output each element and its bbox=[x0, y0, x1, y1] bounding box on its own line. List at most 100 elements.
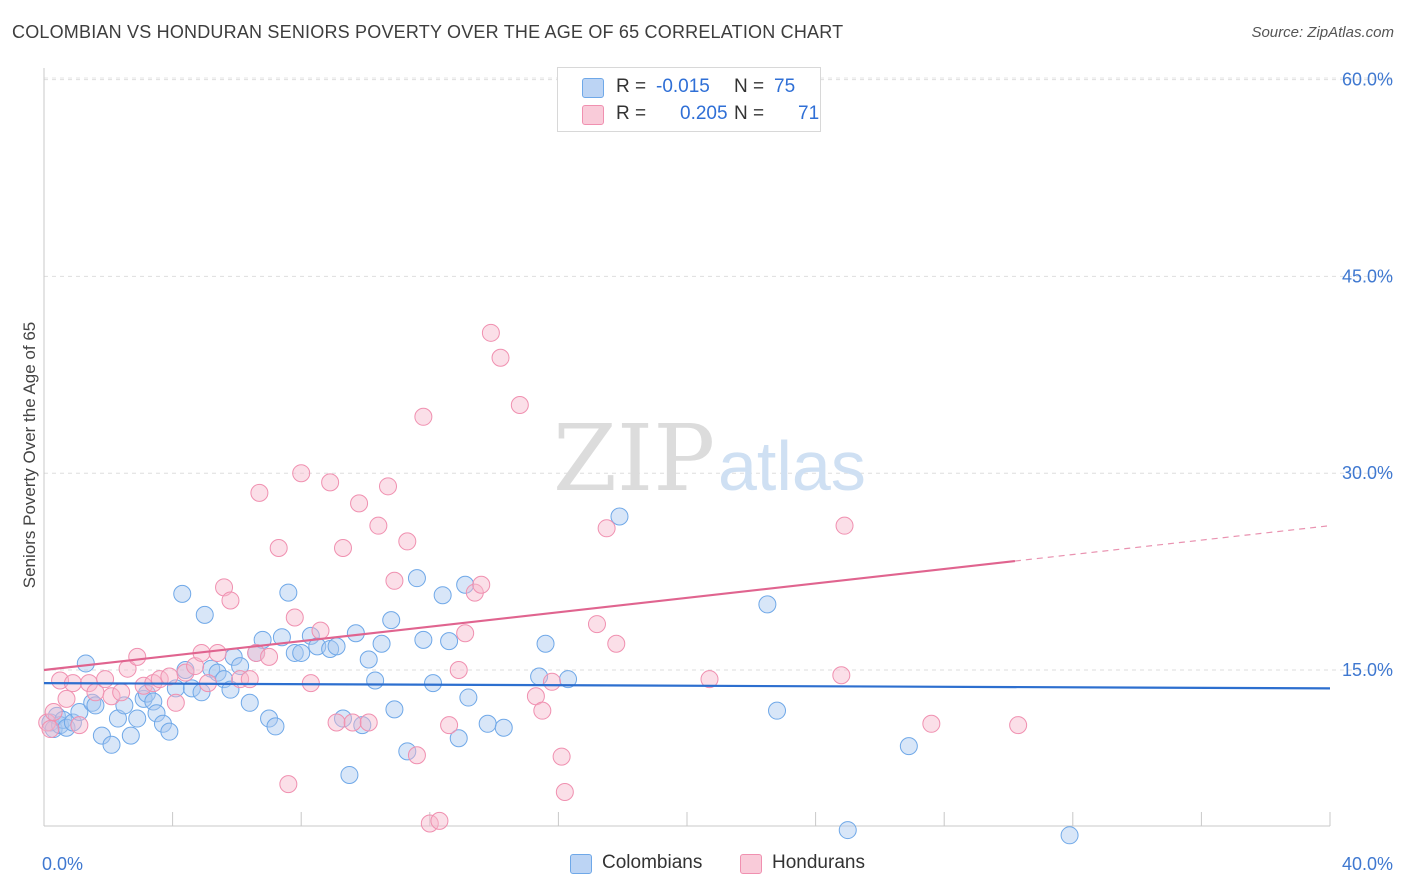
data-point bbox=[83, 693, 102, 712]
data-point bbox=[57, 689, 76, 708]
data-point bbox=[215, 578, 234, 597]
data-point bbox=[279, 583, 298, 602]
legend-label: Colombians bbox=[602, 852, 703, 873]
n-label: N = bbox=[734, 76, 765, 97]
data-point bbox=[768, 701, 787, 720]
data-point bbox=[536, 634, 555, 653]
data-point bbox=[76, 654, 95, 673]
data-point bbox=[231, 657, 250, 676]
data-point bbox=[758, 595, 777, 614]
data-point bbox=[266, 717, 285, 736]
data-point bbox=[108, 709, 127, 728]
data-point bbox=[121, 726, 140, 745]
data-point bbox=[478, 714, 497, 733]
data-point bbox=[327, 713, 346, 732]
data-point bbox=[208, 643, 227, 662]
data-point bbox=[321, 473, 340, 492]
data-point bbox=[832, 666, 851, 685]
r-value: 0.205 bbox=[680, 103, 728, 124]
data-point bbox=[96, 670, 115, 689]
data-point bbox=[340, 765, 359, 784]
data-point bbox=[160, 722, 179, 741]
data-point bbox=[607, 634, 626, 653]
data-point bbox=[835, 516, 854, 535]
data-point bbox=[552, 747, 571, 766]
legend-swatch-hondurans bbox=[582, 105, 604, 125]
data-point bbox=[587, 615, 606, 634]
data-point bbox=[70, 716, 89, 735]
data-point bbox=[70, 702, 89, 721]
y-axis-label: Seniors Poverty Over the Age of 65 bbox=[20, 321, 39, 589]
data-point bbox=[112, 683, 131, 702]
series-legend: Colombians Hondurans bbox=[0, 852, 1406, 878]
data-point bbox=[166, 693, 185, 712]
data-point bbox=[456, 575, 475, 594]
chart-title: COLOMBIAN VS HONDURAN SENIORS POVERTY OV… bbox=[12, 22, 844, 42]
n-value: 71 bbox=[798, 103, 820, 124]
data-point bbox=[102, 735, 121, 754]
data-point bbox=[41, 720, 60, 739]
watermark-atlas: atlas bbox=[718, 427, 866, 505]
data-point bbox=[491, 348, 510, 367]
data-point bbox=[510, 395, 529, 414]
data-point bbox=[398, 742, 417, 761]
data-point bbox=[533, 701, 552, 720]
data-point bbox=[555, 783, 574, 802]
data-point bbox=[481, 323, 500, 342]
data-point bbox=[430, 811, 449, 830]
data-point bbox=[542, 672, 561, 691]
data-point bbox=[195, 605, 214, 624]
data-point bbox=[260, 647, 279, 666]
r-label: R = bbox=[616, 76, 647, 97]
data-point bbox=[597, 519, 616, 538]
source-label: Source: ZipAtlas.com bbox=[1251, 24, 1394, 41]
data-point bbox=[333, 538, 352, 557]
data-point bbox=[459, 688, 478, 707]
data-point bbox=[102, 687, 121, 706]
watermark: ZIP atlas bbox=[553, 405, 866, 512]
data-point bbox=[343, 713, 362, 732]
trend-line-extension bbox=[1014, 525, 1331, 562]
data-point bbox=[385, 700, 404, 719]
legend-label: Hondurans bbox=[772, 852, 865, 873]
data-point bbox=[922, 714, 941, 733]
data-point bbox=[449, 729, 468, 748]
data-point bbox=[221, 591, 240, 610]
data-point bbox=[269, 538, 288, 557]
data-point bbox=[559, 670, 578, 689]
data-point bbox=[128, 647, 147, 666]
data-point bbox=[250, 483, 269, 502]
r-value: -0.015 bbox=[656, 76, 710, 97]
watermark-zip: ZIP bbox=[553, 405, 715, 512]
data-point bbox=[472, 575, 491, 594]
data-point bbox=[350, 494, 369, 513]
legend-swatch-hondurans bbox=[740, 854, 762, 874]
data-point bbox=[359, 713, 378, 732]
data-point bbox=[700, 670, 719, 689]
data-point bbox=[369, 516, 388, 535]
data-point bbox=[433, 586, 452, 605]
data-point bbox=[407, 569, 426, 588]
data-point bbox=[240, 693, 259, 712]
data-point bbox=[359, 650, 378, 669]
data-point bbox=[128, 709, 147, 728]
data-point bbox=[366, 671, 385, 690]
data-point bbox=[173, 584, 192, 603]
data-point bbox=[292, 464, 311, 483]
data-point bbox=[610, 507, 629, 526]
r-label: R = bbox=[616, 103, 647, 124]
data-point bbox=[86, 696, 105, 715]
data-point bbox=[372, 634, 391, 653]
trend-line bbox=[43, 559, 1016, 672]
y-tick-label: 15.0% bbox=[1342, 660, 1393, 680]
data-point bbox=[240, 670, 259, 689]
data-point bbox=[285, 608, 304, 627]
stats-legend: R = -0.015 N = 75 R = 0.205 N = 71 bbox=[557, 67, 821, 132]
data-point bbox=[494, 718, 513, 737]
data-point bbox=[311, 621, 330, 640]
data-point bbox=[385, 571, 404, 590]
data-point bbox=[414, 630, 433, 649]
data-point bbox=[407, 746, 426, 765]
data-point bbox=[92, 726, 111, 745]
data-point bbox=[292, 643, 311, 662]
